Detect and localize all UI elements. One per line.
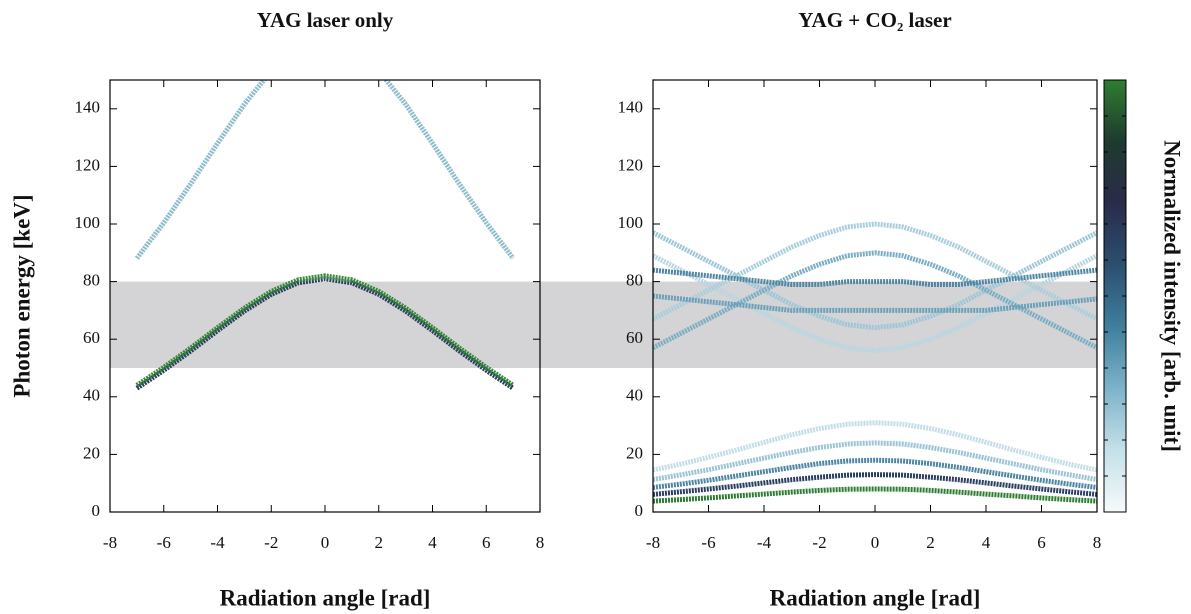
y-tick-label: 60 — [626, 328, 643, 347]
y-tick-label: 40 — [626, 386, 643, 405]
y-tick-label: 100 — [75, 213, 101, 232]
plot-area — [653, 221, 1097, 504]
x-axis-label: Radiation angle [rad] — [220, 585, 431, 610]
x-tick-label: 2 — [926, 533, 935, 552]
curve — [653, 221, 1097, 322]
x-tick-label: -8 — [103, 533, 117, 552]
curve — [653, 230, 1097, 331]
highlight-band — [110, 281, 540, 368]
curve — [653, 253, 1097, 354]
curve — [134, 80, 516, 260]
x-tick-label: -4 — [210, 533, 225, 552]
highlight-band-bridge — [540, 281, 653, 368]
x-tick-label: 4 — [982, 533, 991, 552]
curve — [653, 250, 1097, 351]
x-tick-label: -2 — [264, 533, 278, 552]
curve — [653, 472, 1097, 497]
colorbar-label: Normalized intensity [arb. unit] — [1160, 140, 1185, 452]
y-axis-label: Photon energy [keV] — [9, 194, 34, 397]
x-axis-label: Radiation angle [rad] — [770, 585, 981, 610]
curve — [653, 440, 1097, 482]
x-tick-label: -2 — [812, 533, 826, 552]
x-tick-label: -6 — [701, 533, 715, 552]
y-tick-label: 20 — [626, 443, 643, 462]
y-tick-label: 60 — [83, 328, 100, 347]
y-tick-label: 0 — [92, 501, 101, 520]
x-tick-label: -4 — [757, 533, 772, 552]
plot-area — [134, 80, 516, 391]
chart-title: YAG laser only — [257, 8, 394, 32]
y-tick-label: 80 — [83, 271, 100, 290]
x-tick-label: -8 — [646, 533, 660, 552]
curve — [653, 420, 1097, 473]
curve — [653, 267, 1097, 287]
x-tick-label: 6 — [482, 533, 491, 552]
y-tick-label: 40 — [83, 386, 100, 405]
y-tick-label: 20 — [83, 443, 100, 462]
x-tick-label: 2 — [375, 533, 384, 552]
curve — [135, 273, 515, 388]
y-tick-label: 140 — [618, 98, 644, 117]
highlight-band — [653, 281, 1097, 368]
x-tick-label: 8 — [1093, 533, 1102, 552]
x-tick-label: 0 — [871, 533, 880, 552]
x-tick-label: 6 — [1037, 533, 1046, 552]
x-tick-label: -6 — [157, 533, 171, 552]
y-tick-label: 140 — [75, 98, 101, 117]
curve — [653, 293, 1097, 313]
y-tick-label: 100 — [618, 213, 644, 232]
x-tick-label: 8 — [536, 533, 545, 552]
y-tick-label: 80 — [626, 271, 643, 290]
x-tick-label: 0 — [321, 533, 330, 552]
chart-title: YAG + CO₂ laser — [798, 8, 951, 32]
y-tick-label: 120 — [618, 155, 644, 174]
y-tick-label: 0 — [635, 501, 644, 520]
curve — [653, 457, 1097, 490]
curve — [653, 486, 1097, 504]
x-tick-label: 4 — [428, 533, 437, 552]
y-tick-label: 120 — [75, 155, 101, 174]
